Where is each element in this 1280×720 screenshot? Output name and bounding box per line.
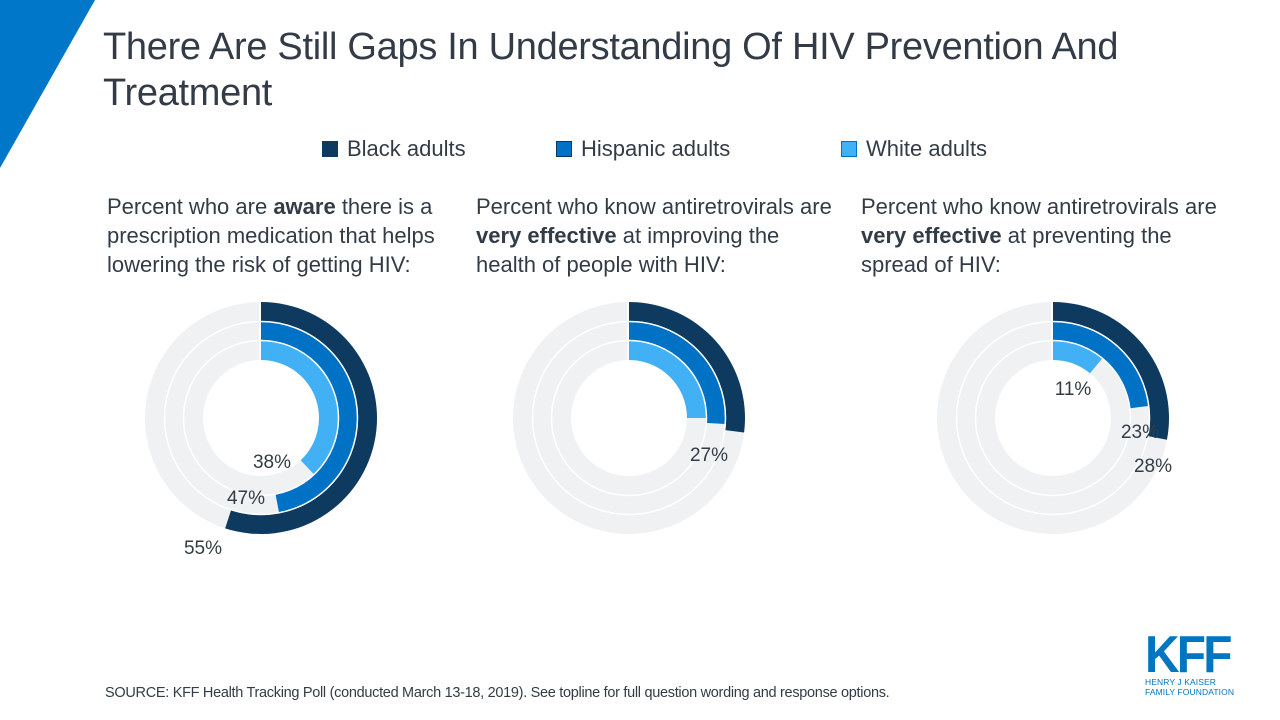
logo-wordmark: KFF <box>1145 626 1232 684</box>
data-label-hispanic-adults: 23% <box>1121 422 1159 443</box>
logo-line-2: FAMILY FOUNDATION <box>1145 687 1235 697</box>
ring-separator <box>531 320 727 516</box>
arc-white-adults <box>1053 341 1103 374</box>
panel-description-awareness: Percent who are aware there is a prescri… <box>107 192 462 279</box>
legend-item-black-adults: Black adults <box>322 136 466 162</box>
logo-line-1: HENRY J KAISER <box>1145 677 1216 687</box>
legend: Black adults Hispanic adults White adult… <box>0 136 1280 162</box>
arc-hispanic-adults <box>261 322 357 513</box>
data-label-black-adults: 55% <box>184 538 222 559</box>
arc-hispanic-adults <box>629 322 725 425</box>
data-label-white-adults: 38% <box>253 452 291 473</box>
arc-black-adults <box>629 302 745 433</box>
legend-item-white-adults: White adults <box>841 136 987 162</box>
radial-chart-2: 27% <box>513 302 745 534</box>
ring-separator <box>163 320 359 516</box>
ring-separator <box>974 339 1132 497</box>
arc-white-adults <box>629 341 706 418</box>
arc-black-adults <box>1053 302 1169 440</box>
legend-swatch-hispanic-adults <box>556 141 572 157</box>
radial-chart-3: 28% 23% 11% <box>937 302 1172 534</box>
kff-logo: KFF HENRY J KAISER FAMILY FOUNDATION <box>1145 626 1240 697</box>
panel-text-bold: aware <box>273 194 336 219</box>
legend-swatch-black-adults <box>322 141 338 157</box>
ring-track-white-adults <box>976 341 1130 495</box>
panel-text-post: at preventing the spread of HIV: <box>861 223 1172 277</box>
legend-swatch-white-adults <box>841 141 857 157</box>
panel-text-post: there is a prescription medication that … <box>107 194 435 277</box>
legend-label: White adults <box>866 136 988 161</box>
data-label-black-adults: 28% <box>1134 456 1172 477</box>
panel-description-health: Percent who know antiretrovirals are ver… <box>476 192 836 279</box>
panel-text-pre: Percent who are <box>107 194 274 219</box>
data-label-white-adults: 11% <box>1055 379 1092 400</box>
legend-item-hispanic-adults: Hispanic adults <box>556 136 730 162</box>
panel-text-post: at improving the health of people with H… <box>476 223 780 277</box>
panel-text-bold: very effective <box>861 223 1002 248</box>
panel-text-bold: very effective <box>476 223 617 248</box>
panel-description-prevention: Percent who know antiretrovirals are ver… <box>861 192 1221 279</box>
source-note: SOURCE: KFF Health Tracking Poll (conduc… <box>105 685 890 701</box>
ring-separator <box>182 339 340 497</box>
corner-accent-shape <box>0 0 95 168</box>
arc-white-adults <box>261 341 338 475</box>
ring-separator <box>955 320 1151 516</box>
legend-label: Hispanic adults <box>581 136 731 161</box>
panel-text-pre: Percent who know antiretrovirals are <box>861 194 1217 219</box>
radial-chart-1: 55% 47% 38% <box>145 302 377 559</box>
data-label-black-adults: 27% <box>690 445 728 466</box>
legend-label: Black adults <box>347 136 466 161</box>
page-title: There Are Still Gaps In Understanding Of… <box>103 26 1119 114</box>
ring-separator <box>550 339 708 497</box>
data-label-hispanic-adults: 47% <box>227 488 265 509</box>
panel-text-pre: Percent who know antiretrovirals are <box>476 194 832 219</box>
